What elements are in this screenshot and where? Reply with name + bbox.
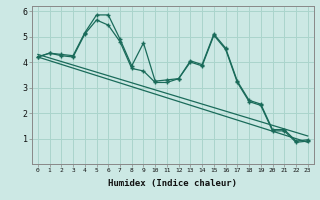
X-axis label: Humidex (Indice chaleur): Humidex (Indice chaleur) xyxy=(108,179,237,188)
